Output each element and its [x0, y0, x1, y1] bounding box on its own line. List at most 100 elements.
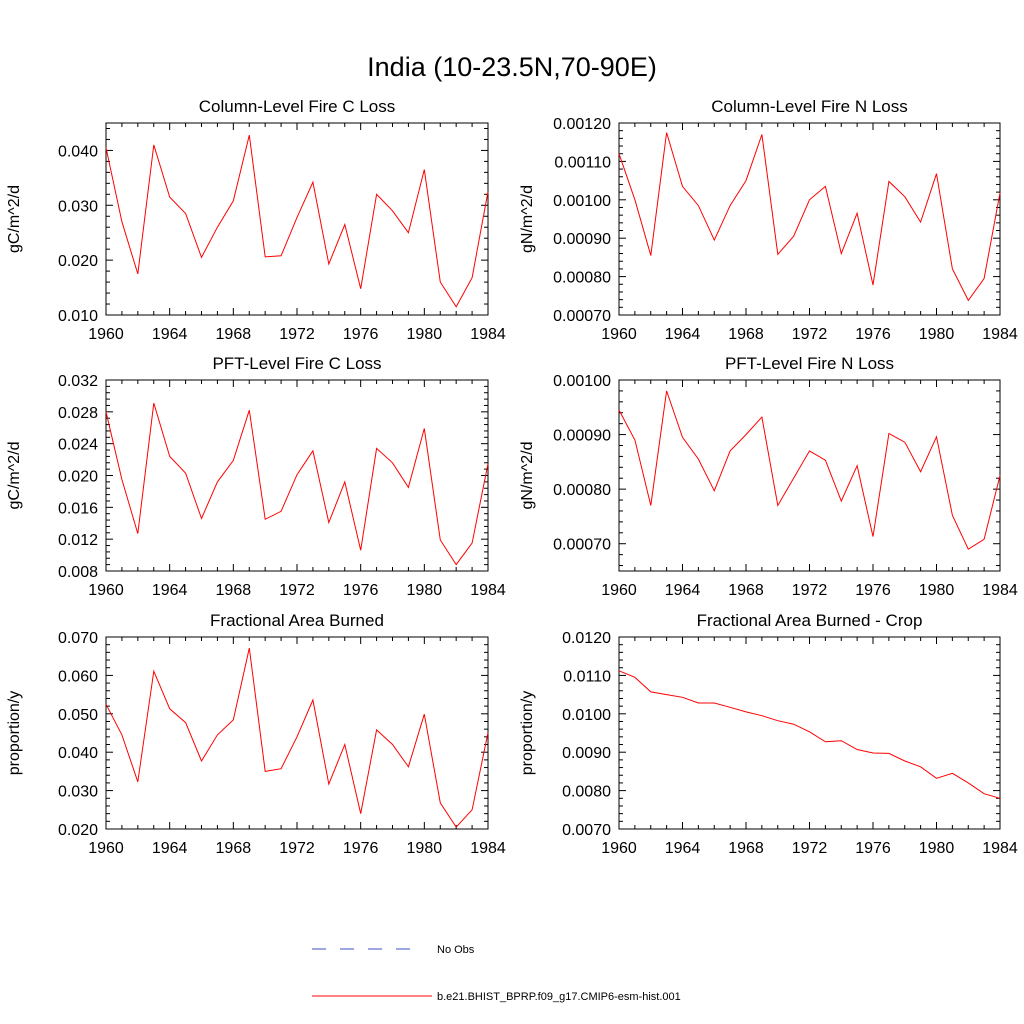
y-tick-label: 0.010 — [58, 308, 98, 325]
x-tick-label: 1976 — [855, 840, 891, 857]
chart-panel: Column-Level Fire N Loss gN/m^2/d 1960 1964… — [519, 97, 1018, 343]
y-tick-label: 0.060 — [58, 668, 98, 685]
y-axis-label: gN/m^2/d — [519, 442, 536, 510]
y-axis-label: proportion/y — [519, 691, 536, 776]
chart-panel: PFT-Level Fire N Loss gN/m^2/d 1960 1964 196… — [519, 354, 1018, 599]
x-tick-label: 1968 — [728, 840, 764, 857]
panel-title: PFT-Level Fire N Loss — [725, 354, 894, 373]
x-tick-label: 1972 — [792, 582, 828, 599]
y-tick-label: 0.0080 — [562, 784, 611, 801]
x-tick-label: 1980 — [919, 840, 955, 857]
x-tick-label: 1964 — [665, 326, 701, 343]
y-tick-label: 0.020 — [58, 822, 98, 839]
x-tick-label: 1976 — [343, 582, 379, 599]
y-tick-label: 0.070 — [58, 630, 98, 647]
y-tick-label: 0.050 — [58, 707, 98, 724]
series-line — [105, 402, 489, 566]
x-tick-label: 1960 — [601, 326, 637, 343]
x-tick-label: 1968 — [216, 326, 252, 343]
x-tick-label: 1980 — [407, 582, 443, 599]
chart-panels: Column-Level Fire C Loss gC/m^2/d 1960 1964… — [6, 97, 1018, 857]
series-line — [105, 134, 489, 308]
plot-frame — [105, 122, 489, 316]
y-tick-label: 0.024 — [58, 437, 98, 454]
x-tick-label: 1968 — [728, 326, 764, 343]
legend: No Obs b.e21.BHIST_BPRP.f09_g17.CMIP6-es… — [312, 944, 681, 1003]
x-tick-label: 1972 — [792, 326, 828, 343]
y-tick-label: 0.030 — [58, 198, 98, 215]
x-tick-label: 1968 — [216, 840, 252, 857]
series-line — [618, 670, 1001, 799]
y-tick-label: 0.0110 — [563, 668, 611, 685]
plot-frame — [618, 636, 1001, 830]
x-tick-label: 1980 — [919, 326, 955, 343]
y-tick-label: 0.040 — [58, 143, 98, 160]
chart-panel: Column-Level Fire C Loss gC/m^2/d 1960 1964… — [6, 97, 506, 343]
x-tick-label: 1984 — [470, 840, 506, 857]
panel-title: Fractional Area Burned - Crop — [697, 611, 923, 630]
series-line — [618, 132, 1001, 302]
x-tick-label: 1984 — [470, 582, 506, 599]
panel-title: Fractional Area Burned — [210, 611, 384, 630]
y-axis-label: gN/m^2/d — [519, 185, 536, 253]
x-tick-label: 1964 — [152, 326, 188, 343]
legend-obs-label: No Obs — [437, 944, 475, 956]
x-tick-label: 1972 — [279, 582, 315, 599]
y-axis-label: proportion/y — [6, 691, 23, 776]
y-tick-label: 0.00090 — [553, 428, 611, 445]
x-tick-label: 1972 — [279, 840, 315, 857]
y-axis-label: gC/m^2/d — [6, 442, 23, 510]
chart-panel: PFT-Level Fire C Loss gC/m^2/d 1960 1964 196… — [6, 354, 506, 599]
x-tick-label: 1976 — [343, 840, 379, 857]
y-tick-label: 0.00120 — [553, 116, 611, 133]
y-tick-label: 0.012 — [58, 532, 98, 549]
x-tick-label: 1976 — [855, 582, 891, 599]
x-tick-label: 1980 — [407, 326, 443, 343]
y-tick-label: 0.0070 — [562, 822, 611, 839]
x-tick-label: 1984 — [982, 582, 1018, 599]
x-tick-label: 1960 — [601, 840, 637, 857]
y-tick-label: 0.00100 — [553, 373, 611, 390]
y-tick-label: 0.040 — [58, 745, 98, 762]
chart-panel: Fractional Area Burned - Crop proportion/… — [519, 611, 1018, 857]
x-tick-label: 1964 — [152, 840, 188, 857]
y-tick-label: 0.00100 — [553, 193, 611, 210]
series-line — [105, 647, 489, 828]
y-tick-label: 0.020 — [58, 253, 98, 270]
y-tick-label: 0.00090 — [553, 231, 611, 248]
x-tick-label: 1976 — [343, 326, 379, 343]
y-tick-label: 0.00080 — [553, 270, 611, 287]
x-tick-label: 1964 — [665, 840, 701, 857]
y-tick-label: 0.020 — [58, 469, 98, 486]
y-axis-label: gC/m^2/d — [6, 185, 23, 253]
x-tick-label: 1984 — [982, 840, 1018, 857]
x-tick-label: 1960 — [601, 582, 637, 599]
panel-title: Column-Level Fire C Loss — [199, 97, 396, 116]
y-tick-label: 0.00070 — [553, 537, 611, 554]
panel-title: Column-Level Fire N Loss — [711, 97, 908, 116]
y-tick-label: 0.008 — [58, 564, 98, 581]
x-tick-label: 1968 — [728, 582, 764, 599]
y-tick-label: 0.028 — [58, 405, 98, 422]
x-tick-label: 1964 — [665, 582, 701, 599]
x-tick-label: 1972 — [792, 840, 828, 857]
x-tick-label: 1972 — [279, 326, 315, 343]
legend-model-label: b.e21.BHIST_BPRP.f09_g17.CMIP6-esm-hist.… — [437, 991, 681, 1003]
x-tick-label: 1960 — [88, 840, 124, 857]
x-tick-label: 1968 — [216, 582, 252, 599]
plot-frame — [105, 636, 489, 830]
x-tick-label: 1984 — [470, 326, 506, 343]
plot-frame — [618, 379, 1001, 572]
x-tick-label: 1960 — [88, 582, 124, 599]
y-tick-label: 0.0100 — [562, 707, 611, 724]
x-tick-label: 1980 — [407, 840, 443, 857]
y-tick-label: 0.0120 — [562, 630, 611, 647]
series-line — [618, 390, 1001, 550]
x-tick-label: 1984 — [982, 326, 1018, 343]
plot-frame — [618, 122, 1001, 316]
y-tick-label: 0.016 — [58, 500, 98, 517]
panel-title: PFT-Level Fire C Loss — [212, 354, 381, 373]
x-tick-label: 1964 — [152, 582, 188, 599]
y-tick-label: 0.032 — [58, 373, 98, 390]
